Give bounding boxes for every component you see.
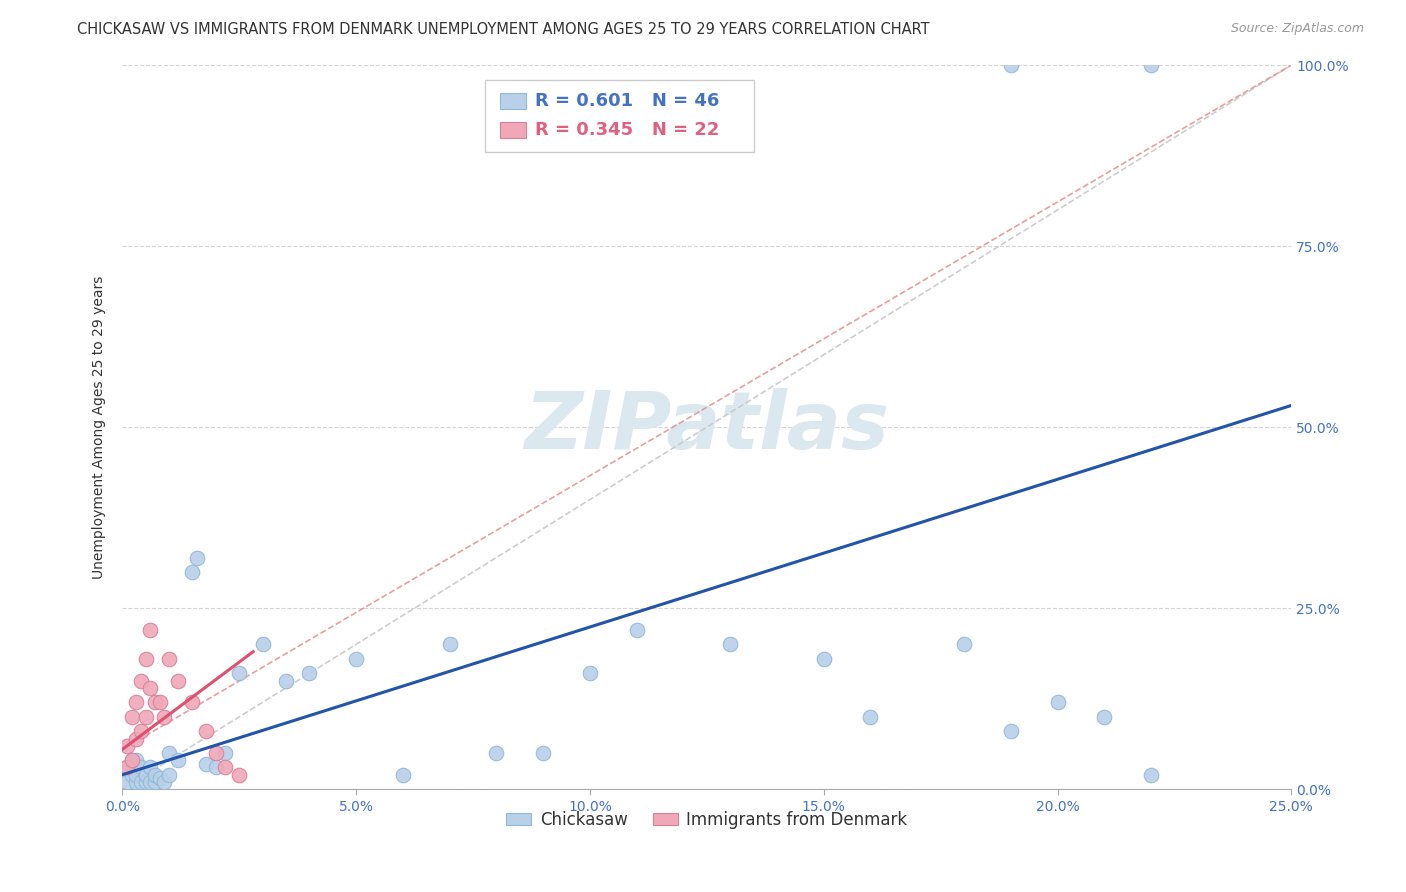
Point [228, 666, 250, 681]
Point [228, 768, 250, 782]
Text: Source: ZipAtlas.com: Source: ZipAtlas.com [1230, 22, 1364, 36]
Point [143, 775, 166, 789]
Point [139, 681, 162, 695]
Point [167, 753, 190, 767]
Point [195, 724, 218, 739]
Point [139, 623, 162, 637]
Point [143, 695, 166, 709]
Point [274, 673, 297, 688]
Point [125, 775, 148, 789]
Point [205, 760, 228, 774]
Point [344, 652, 367, 666]
Point [157, 652, 180, 666]
Point [1092, 710, 1115, 724]
Point [167, 673, 190, 688]
Point [181, 565, 204, 579]
Point [252, 637, 274, 651]
Text: R = 0.601   N = 46: R = 0.601 N = 46 [534, 92, 720, 111]
Point [121, 710, 143, 724]
Legend: Chickasaw, Immigrants from Denmark: Chickasaw, Immigrants from Denmark [499, 804, 914, 835]
Point [157, 768, 180, 782]
Point [1140, 768, 1163, 782]
Point [125, 731, 148, 746]
Point [129, 724, 152, 739]
Point [153, 775, 176, 789]
FancyBboxPatch shape [501, 94, 526, 110]
Point [298, 666, 321, 681]
Point [149, 772, 172, 786]
Y-axis label: Unemployment Among Ages 25 to 29 years: Unemployment Among Ages 25 to 29 years [93, 276, 107, 579]
Point [115, 760, 138, 774]
Point [115, 760, 138, 774]
Point [186, 550, 208, 565]
Point [135, 652, 157, 666]
Point [139, 760, 162, 774]
Point [953, 637, 976, 651]
Point [143, 768, 166, 782]
FancyBboxPatch shape [485, 79, 754, 152]
Point [813, 652, 835, 666]
Point [531, 746, 554, 760]
Point [214, 746, 236, 760]
Point [181, 695, 204, 709]
Point [214, 760, 236, 774]
Point [125, 753, 148, 767]
Point [485, 746, 508, 760]
Point [121, 753, 143, 767]
Point [139, 775, 162, 789]
Point [149, 695, 172, 709]
Point [135, 775, 157, 789]
Point [129, 775, 152, 789]
Point [121, 753, 143, 767]
Point [859, 710, 882, 724]
Text: CHICKASAW VS IMMIGRANTS FROM DENMARK UNEMPLOYMENT AMONG AGES 25 TO 29 YEARS CORR: CHICKASAW VS IMMIGRANTS FROM DENMARK UNE… [77, 22, 929, 37]
Point [1140, 58, 1163, 72]
Point [125, 768, 148, 782]
Point [195, 756, 218, 771]
Point [1046, 695, 1069, 709]
Point [135, 768, 157, 782]
Point [135, 710, 157, 724]
Point [718, 637, 741, 651]
Point [626, 623, 648, 637]
Text: R = 0.345   N = 22: R = 0.345 N = 22 [534, 121, 720, 139]
Text: ZIPatlas: ZIPatlas [524, 388, 890, 467]
Point [115, 739, 138, 753]
Point [115, 775, 138, 789]
Point [129, 673, 152, 688]
Point [392, 768, 415, 782]
Point [125, 695, 148, 709]
Point [439, 637, 461, 651]
Point [157, 746, 180, 760]
Point [205, 746, 228, 760]
Point [1000, 724, 1022, 739]
Point [1000, 58, 1022, 72]
FancyBboxPatch shape [501, 122, 526, 138]
Point [121, 768, 143, 782]
Point [129, 760, 152, 774]
Point [579, 666, 602, 681]
Point [153, 710, 176, 724]
